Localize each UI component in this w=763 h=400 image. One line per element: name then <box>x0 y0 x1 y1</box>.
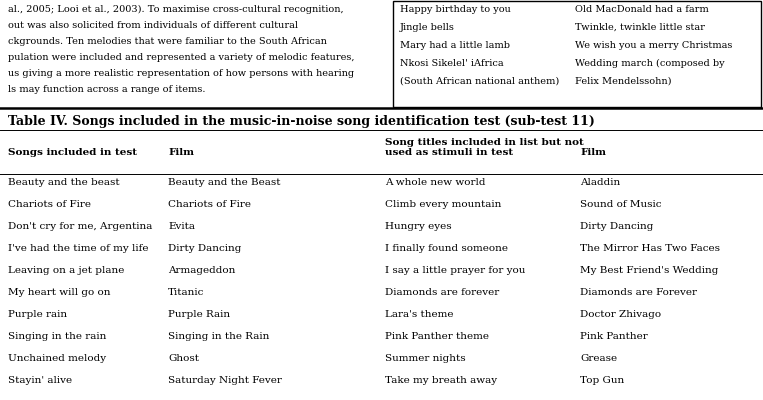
Text: Sound of Music: Sound of Music <box>580 200 662 209</box>
Text: Dirty Dancing: Dirty Dancing <box>168 244 241 253</box>
Text: (South African national anthem): (South African national anthem) <box>400 77 559 86</box>
Text: Unchained melody: Unchained melody <box>8 354 106 363</box>
Text: Purple rain: Purple rain <box>8 310 67 319</box>
Text: ls may function across a range of items.: ls may function across a range of items. <box>8 85 205 94</box>
Text: Leaving on a jet plane: Leaving on a jet plane <box>8 266 124 275</box>
Text: Grease: Grease <box>580 354 617 363</box>
Text: Nkosi Sikelel' iAfrica: Nkosi Sikelel' iAfrica <box>400 59 504 68</box>
Bar <box>393 1 761 107</box>
Text: Film: Film <box>168 148 194 157</box>
Text: al., 2005; Looi et al., 2003). To maximise cross-cultural recognition,: al., 2005; Looi et al., 2003). To maximi… <box>8 5 343 14</box>
Text: Table IV. Songs included in the music-in-noise song identification test (sub-tes: Table IV. Songs included in the music-in… <box>8 115 595 128</box>
Text: Top Gun: Top Gun <box>580 376 624 385</box>
Text: Singing in the rain: Singing in the rain <box>8 332 106 341</box>
Text: Happy birthday to you: Happy birthday to you <box>400 5 511 14</box>
Text: Chariots of Fire: Chariots of Fire <box>8 200 91 209</box>
Text: Felix Mendelssohn): Felix Mendelssohn) <box>575 77 671 86</box>
Text: Summer nights: Summer nights <box>385 354 465 363</box>
Text: I've had the time of my life: I've had the time of my life <box>8 244 149 253</box>
Text: out was also solicited from individuals of different cultural: out was also solicited from individuals … <box>8 21 298 30</box>
Text: Wedding march (composed by: Wedding march (composed by <box>575 59 725 68</box>
Text: pulation were included and represented a variety of melodic features,: pulation were included and represented a… <box>8 53 355 62</box>
Text: Mary had a little lamb: Mary had a little lamb <box>400 41 510 50</box>
Text: Ghost: Ghost <box>168 354 199 363</box>
Text: Beauty and the beast: Beauty and the beast <box>8 178 120 187</box>
Text: Diamonds are forever: Diamonds are forever <box>385 288 499 297</box>
Text: Diamonds are Forever: Diamonds are Forever <box>580 288 697 297</box>
Text: My heart will go on: My heart will go on <box>8 288 111 297</box>
Text: Twinkle, twinkle little star: Twinkle, twinkle little star <box>575 23 705 32</box>
Text: Pink Panther theme: Pink Panther theme <box>385 332 489 341</box>
Text: I say a little prayer for you: I say a little prayer for you <box>385 266 526 275</box>
Text: Film: Film <box>580 148 606 157</box>
Text: Singing in the Rain: Singing in the Rain <box>168 332 269 341</box>
Text: Saturday Night Fever: Saturday Night Fever <box>168 376 282 385</box>
Text: Lara's theme: Lara's theme <box>385 310 453 319</box>
Text: We wish you a merry Christmas: We wish you a merry Christmas <box>575 41 732 50</box>
Text: Songs included in test: Songs included in test <box>8 148 137 157</box>
Text: Don't cry for me, Argentina: Don't cry for me, Argentina <box>8 222 153 231</box>
Text: Chariots of Fire: Chariots of Fire <box>168 200 251 209</box>
Text: Stayin' alive: Stayin' alive <box>8 376 72 385</box>
Text: Dirty Dancing: Dirty Dancing <box>580 222 653 231</box>
Text: us giving a more realistic representation of how persons with hearing: us giving a more realistic representatio… <box>8 69 354 78</box>
Text: Song titles included in list but not: Song titles included in list but not <box>385 138 584 147</box>
Text: ckgrounds. Ten melodies that were familiar to the South African: ckgrounds. Ten melodies that were famili… <box>8 37 327 46</box>
Text: I finally found someone: I finally found someone <box>385 244 508 253</box>
Text: Evita: Evita <box>168 222 195 231</box>
Text: Hungry eyes: Hungry eyes <box>385 222 452 231</box>
Text: Titanic: Titanic <box>168 288 204 297</box>
Text: Jingle bells: Jingle bells <box>400 23 455 32</box>
Text: Doctor Zhivago: Doctor Zhivago <box>580 310 661 319</box>
Text: Beauty and the Beast: Beauty and the Beast <box>168 178 281 187</box>
Text: used as stimuli in test: used as stimuli in test <box>385 148 513 157</box>
Text: Old MacDonald had a farm: Old MacDonald had a farm <box>575 5 709 14</box>
Text: Climb every mountain: Climb every mountain <box>385 200 501 209</box>
Text: Take my breath away: Take my breath away <box>385 376 497 385</box>
Text: Armageddon: Armageddon <box>168 266 235 275</box>
Text: Aladdin: Aladdin <box>580 178 620 187</box>
Text: Purple Rain: Purple Rain <box>168 310 230 319</box>
Text: My Best Friend's Wedding: My Best Friend's Wedding <box>580 266 719 275</box>
Text: A whole new world: A whole new world <box>385 178 485 187</box>
Text: Pink Panther: Pink Panther <box>580 332 648 341</box>
Text: The Mirror Has Two Faces: The Mirror Has Two Faces <box>580 244 720 253</box>
